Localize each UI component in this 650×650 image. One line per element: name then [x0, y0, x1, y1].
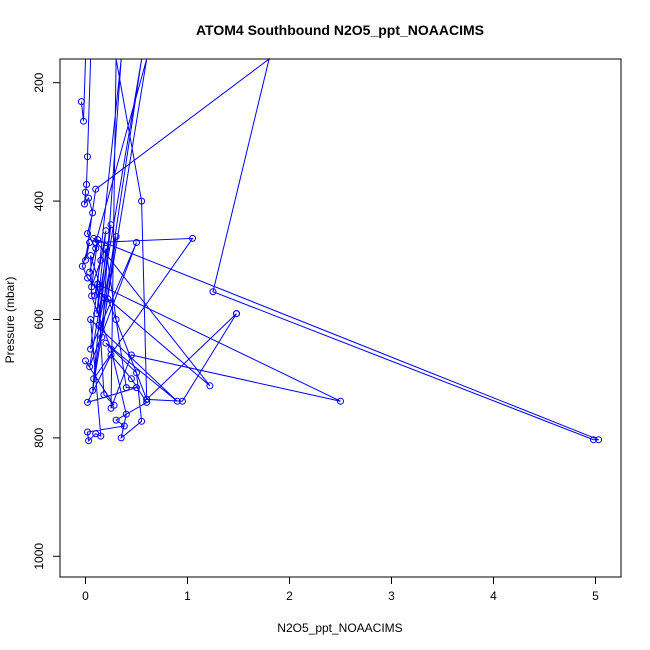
- data-point-0-21: [112, 233, 120, 241]
- y-tick-label-1: 400: [32, 191, 46, 211]
- data-point-0-36: [133, 384, 140, 392]
- data-point-0-77: [100, 391, 108, 399]
- x-tick-label-0: 0: [82, 589, 89, 603]
- data-point-0-32: [89, 387, 97, 394]
- data-point-0-68: [206, 382, 214, 390]
- data-point-0-24: [87, 345, 95, 353]
- y-tick-label-4: 1000: [32, 543, 46, 570]
- data-point-0-25: [133, 239, 140, 246]
- x-tick-label-4: 4: [490, 589, 497, 603]
- series-layer: [77, 57, 603, 445]
- data-point-0-51: [138, 417, 146, 425]
- data-point-0-7: [81, 200, 88, 208]
- data-point-1-1: [143, 395, 151, 403]
- data-point-0-55: [88, 292, 96, 300]
- data-point-0-4: [84, 153, 91, 161]
- data-point-0-16: [91, 292, 99, 300]
- data-point-0-47: [87, 316, 95, 323]
- data-point-0-26: [86, 363, 94, 371]
- data-point-0-46: [97, 432, 105, 440]
- x-tick-label-3: 3: [388, 589, 395, 603]
- y-tick-label-3: 800: [32, 428, 46, 448]
- y-tick-label-0: 200: [32, 72, 46, 92]
- data-point-0-65: [590, 436, 597, 444]
- data-point-0-58: [84, 274, 91, 282]
- data-point-0-53: [122, 410, 130, 418]
- data-point-0-56: [87, 252, 95, 259]
- data-point-0-79: [82, 357, 89, 365]
- data-point-0-76: [94, 280, 102, 288]
- x-tick-label-5: 5: [592, 589, 599, 603]
- data-point-0-59: [78, 262, 86, 270]
- data-point-0-17: [102, 227, 110, 235]
- series-0-line: [80, 57, 599, 442]
- x-tick-label-2: 2: [286, 589, 293, 603]
- data-point-0-29: [189, 234, 197, 242]
- data-point-0-43: [84, 428, 91, 436]
- data-point-0-49: [102, 339, 110, 347]
- plot-frame: [59, 58, 622, 578]
- data-point-0-67: [90, 234, 98, 242]
- data-point-0-64: [209, 288, 217, 296]
- data-point-0-14: [88, 283, 96, 291]
- data-point-0-5: [83, 181, 90, 188]
- data-point-0-37: [84, 398, 91, 406]
- data-point-0-69: [104, 295, 112, 303]
- data-point-0-66: [595, 436, 603, 444]
- data-point-0-41: [112, 416, 120, 424]
- data-point-0-42: [120, 422, 128, 430]
- series-1-line: [145, 313, 237, 402]
- data-point-0-39: [127, 375, 135, 383]
- data-point-0-6: [82, 188, 89, 196]
- ticks-layer: 0 1 2 3 4 5 200 400 600 800 1000: [32, 72, 599, 603]
- data-point-0-75: [337, 397, 344, 405]
- data-point-0-8: [85, 194, 93, 202]
- data-point-0-18: [93, 310, 101, 318]
- data-point-0-22: [98, 333, 106, 341]
- data-point-0-0: [77, 98, 85, 106]
- data-point-0-61: [82, 256, 89, 264]
- data-point-0-35: [122, 384, 130, 392]
- data-point-0-28: [90, 375, 98, 383]
- y-tick-label-2: 600: [32, 309, 46, 329]
- data-point-0-9: [89, 209, 97, 217]
- data-point-0-19: [107, 221, 115, 229]
- x-tick-label-1: 1: [184, 589, 191, 603]
- data-point-0-74: [127, 351, 135, 359]
- data-point-0-50: [133, 369, 140, 377]
- data-point-0-57: [100, 294, 108, 302]
- data-point-0-60: [86, 239, 94, 246]
- data-point-0-33: [102, 244, 110, 252]
- data-point-0-12: [86, 268, 94, 276]
- data-point-0-54: [107, 345, 115, 353]
- data-point-0-44: [85, 437, 93, 445]
- data-point-0-52: [117, 434, 125, 442]
- data-point-0-71: [138, 197, 146, 205]
- y-axis-label: Pressure (mbar): [3, 277, 17, 364]
- data-point-0-15: [97, 256, 105, 264]
- data-point-0-34: [112, 316, 120, 323]
- data-point-0-62: [92, 185, 100, 193]
- data-point-0-78: [110, 401, 118, 409]
- data-point-0-1: [80, 117, 87, 125]
- chart-title: ATOM4 Southbound N2O5_ppt_NOAACIMS: [196, 22, 484, 38]
- data-point-1-3: [233, 310, 240, 318]
- data-point-0-10: [84, 230, 91, 238]
- x-axis-label: N2O5_ppt_NOAACIMS: [277, 621, 402, 635]
- data-point-1-2: [178, 397, 186, 405]
- data-point-0-20: [95, 321, 103, 329]
